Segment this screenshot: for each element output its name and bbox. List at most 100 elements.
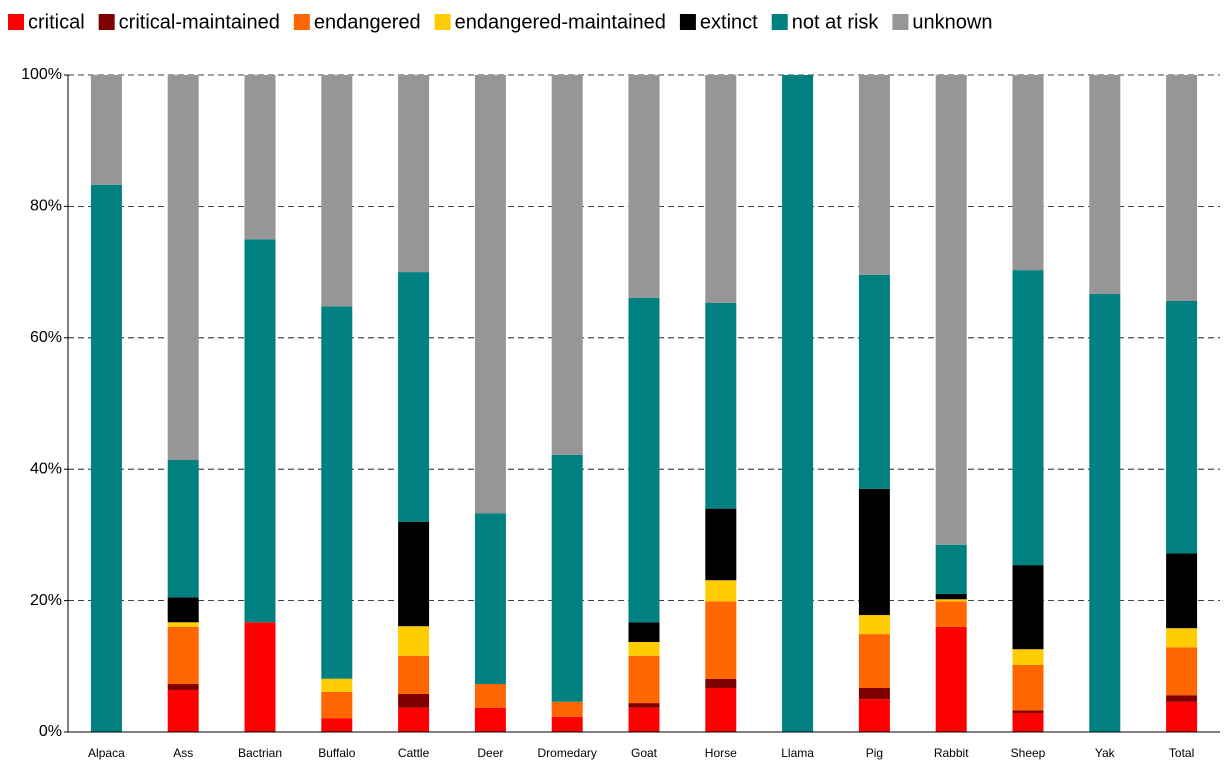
bar-segment xyxy=(628,641,660,656)
bar-segment xyxy=(705,508,737,581)
bar-segment xyxy=(321,75,353,307)
bar-segment xyxy=(474,75,506,514)
x-tick-label: Dromedary xyxy=(538,746,597,760)
bar-segment xyxy=(858,75,890,275)
x-tick-label: Deer xyxy=(477,746,503,760)
bar-segment xyxy=(782,75,814,732)
bar-segment xyxy=(551,454,583,702)
bar-segment xyxy=(628,622,660,642)
bar-segment xyxy=(90,75,122,185)
bar-segment xyxy=(1166,701,1198,732)
legend-label: unknown xyxy=(912,11,992,33)
bar-segment xyxy=(474,513,506,685)
bar-segment xyxy=(321,306,353,679)
bar-segment xyxy=(935,544,967,595)
bar-segment xyxy=(551,75,583,455)
bar-segment xyxy=(167,75,199,461)
y-tick-label: 20% xyxy=(30,592,62,609)
legend-label: not at risk xyxy=(792,11,880,33)
bar-segment xyxy=(551,701,583,717)
bar-segment xyxy=(1012,270,1044,566)
x-tick-label: Ass xyxy=(173,746,193,760)
bar-segment xyxy=(398,272,430,522)
x-tick-label: Llama xyxy=(781,746,814,760)
bar-segment xyxy=(705,580,737,602)
bar-segment xyxy=(551,716,583,732)
bar-segment xyxy=(628,75,660,298)
bar-segment xyxy=(935,75,967,545)
bar-segment xyxy=(1089,75,1121,294)
x-tick-label: Goat xyxy=(631,746,658,760)
legend-swatch xyxy=(771,14,788,30)
bar-segment xyxy=(167,460,199,598)
bar-segment xyxy=(935,601,967,627)
bar-segment xyxy=(90,184,122,732)
bar-segment xyxy=(244,75,276,240)
bar-segment xyxy=(1012,712,1044,732)
bar-segment xyxy=(398,707,430,732)
bar-segment xyxy=(398,626,430,656)
x-tick-label: Cattle xyxy=(398,746,430,760)
bar-segment xyxy=(705,601,737,679)
bar-segment xyxy=(321,718,353,732)
bar-segment xyxy=(858,687,890,700)
legend-label: extinct xyxy=(700,11,758,33)
bar-segment xyxy=(244,622,276,732)
bar-segment xyxy=(244,239,276,623)
bar-segment xyxy=(628,707,660,732)
bar-segment xyxy=(858,634,890,688)
bar-segment xyxy=(858,274,890,489)
x-tick-label: Alpaca xyxy=(88,746,125,760)
bar-segment xyxy=(858,615,890,635)
bar-segment xyxy=(474,684,506,708)
bar-segment xyxy=(398,655,430,694)
bar-segment xyxy=(1166,628,1198,648)
x-tick-label: Bactrian xyxy=(238,746,282,760)
bar-segment xyxy=(1012,565,1044,650)
bar-segment xyxy=(1166,695,1198,702)
bar-segment xyxy=(398,521,430,627)
bar-segment xyxy=(167,622,199,627)
x-tick-label: Yak xyxy=(1095,746,1116,760)
legend-swatch xyxy=(679,14,696,30)
y-tick-label: 80% xyxy=(30,198,62,215)
legend-label: critical xyxy=(28,11,85,33)
bar-segment xyxy=(935,594,967,600)
x-tick-label: Total xyxy=(1169,746,1194,760)
bar-segment xyxy=(398,75,430,273)
bar-segment xyxy=(628,655,660,704)
bar-segment xyxy=(705,302,737,509)
legend-swatch xyxy=(293,14,310,30)
legend-swatch xyxy=(892,14,909,30)
legend-swatch xyxy=(434,14,451,30)
legend-swatch xyxy=(8,14,24,30)
bar-segment xyxy=(705,678,737,688)
bar-segment xyxy=(935,626,967,732)
bar-segment xyxy=(858,699,890,732)
legend-label: critical-maintained xyxy=(119,11,280,33)
y-tick-label: 60% xyxy=(30,329,62,346)
bar-segment xyxy=(1012,649,1044,665)
bar-segment xyxy=(1012,75,1044,271)
bar-segment xyxy=(705,687,737,732)
bar-segment xyxy=(1012,664,1044,711)
x-tick-label: Horse xyxy=(705,746,737,760)
bar-segment xyxy=(474,707,506,732)
y-tick-label: 100% xyxy=(21,66,62,83)
bar-segment xyxy=(321,691,353,719)
bar-segment xyxy=(398,693,430,708)
x-tick-label: Rabbit xyxy=(934,746,969,760)
bar-segment xyxy=(1166,75,1198,302)
bar-segment xyxy=(1166,553,1198,629)
y-tick-label: 40% xyxy=(30,460,62,477)
bar-segment xyxy=(167,597,199,623)
bar-segment xyxy=(858,488,890,616)
legend-label: endangered-maintained xyxy=(455,11,666,33)
x-tick-label: Pig xyxy=(866,746,883,760)
bar-segment xyxy=(628,297,660,623)
x-tick-label: Buffalo xyxy=(318,746,355,760)
x-tick-label: Sheep xyxy=(1011,746,1046,760)
bar-segment xyxy=(1089,293,1121,732)
bar-segment xyxy=(321,678,353,692)
